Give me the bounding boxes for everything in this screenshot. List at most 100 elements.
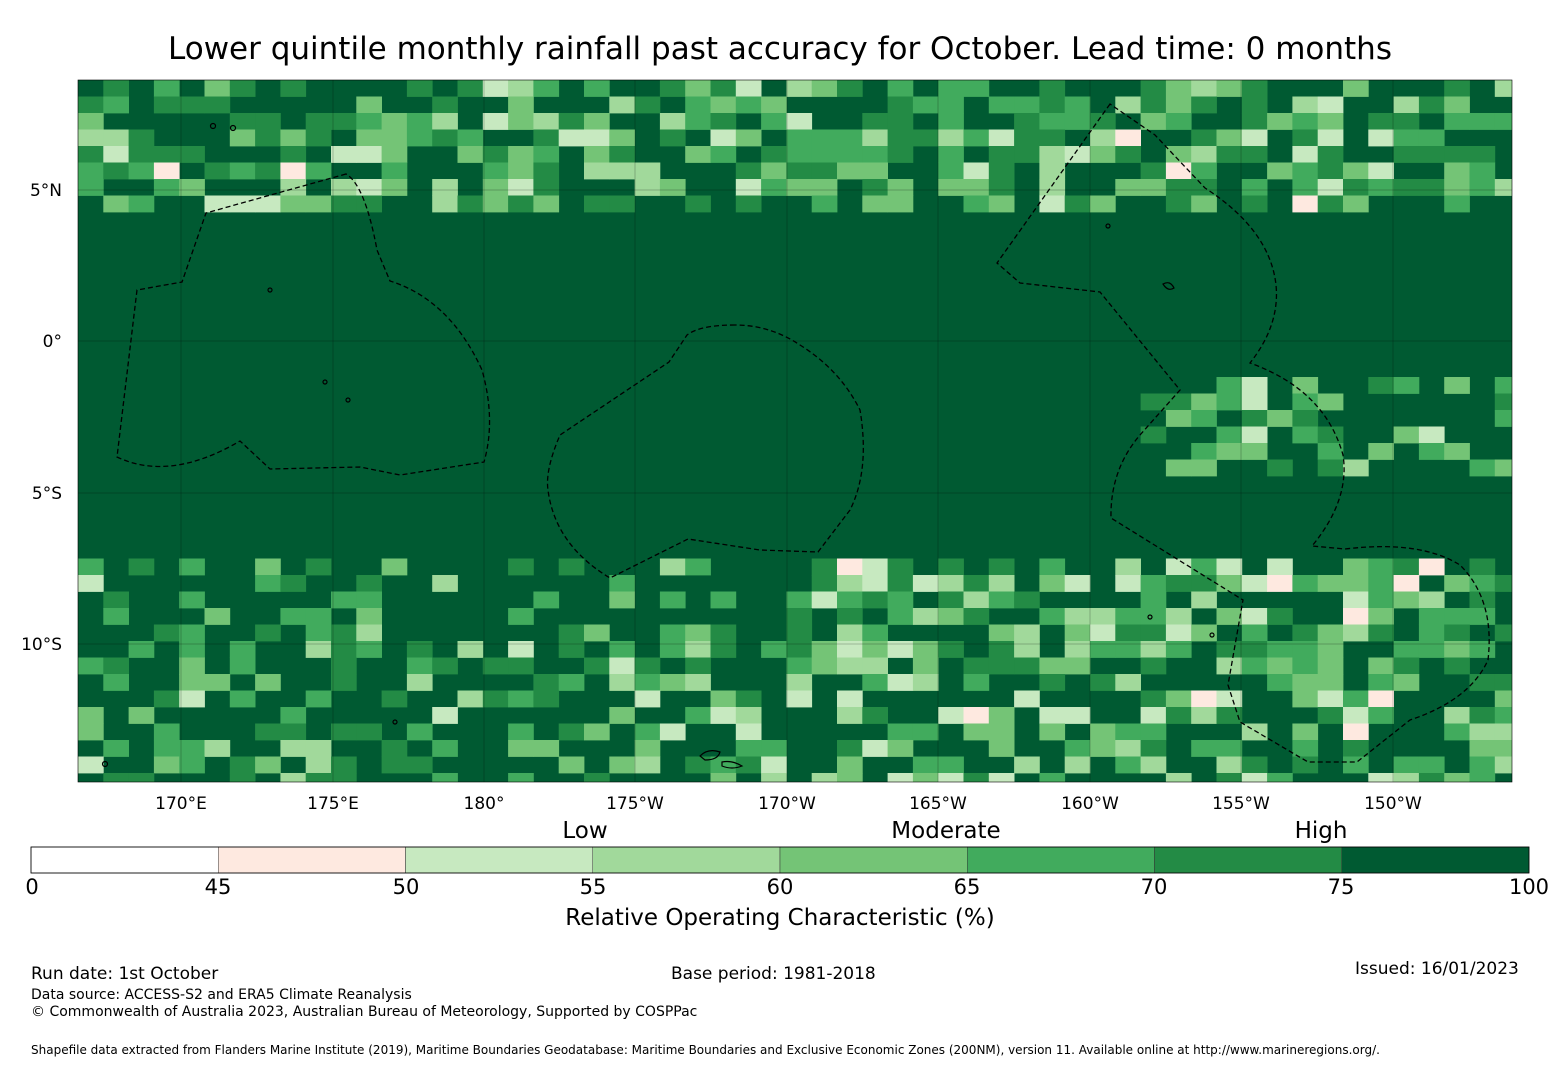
skill-cell bbox=[558, 558, 585, 576]
skill-cell bbox=[179, 146, 205, 163]
skill-cell bbox=[406, 80, 433, 97]
skill-cell bbox=[659, 113, 686, 130]
skill-cell bbox=[786, 624, 813, 642]
island-dot bbox=[229, 124, 237, 132]
colorbar-tick-70: 70 bbox=[1140, 875, 1168, 899]
graticule bbox=[78, 80, 1512, 782]
skill-cell bbox=[1140, 113, 1167, 130]
skill-cell bbox=[1494, 756, 1512, 774]
issued-date: Issued: 16/01/2023 bbox=[1355, 959, 1519, 979]
skill-cell bbox=[457, 195, 484, 213]
skill-cell bbox=[1494, 410, 1512, 427]
skill-cell bbox=[1039, 723, 1066, 741]
skill-cell bbox=[1469, 146, 1496, 163]
skill-cell bbox=[1292, 674, 1319, 691]
skill-cell bbox=[432, 575, 458, 592]
skill-cell bbox=[735, 707, 762, 724]
skill-cell bbox=[1444, 195, 1470, 213]
skill-cell bbox=[280, 608, 307, 625]
skill-cell bbox=[786, 80, 813, 97]
skill-cell bbox=[1343, 575, 1369, 592]
colorbar-segment bbox=[1341, 846, 1530, 874]
skill-cell bbox=[229, 113, 256, 130]
colorbar-segment bbox=[779, 846, 968, 874]
skill-cell bbox=[837, 740, 863, 757]
skill-cell bbox=[634, 690, 661, 708]
skill-cell bbox=[280, 773, 307, 782]
skill-cell bbox=[1191, 591, 1217, 609]
skill-cell bbox=[78, 113, 104, 130]
skill-cell bbox=[280, 146, 307, 163]
skill-cell bbox=[1292, 393, 1319, 411]
island-dot bbox=[209, 122, 217, 130]
skill-cell bbox=[128, 162, 155, 180]
skill-cell bbox=[938, 113, 964, 130]
skill-cell bbox=[1165, 624, 1192, 642]
skill-cell bbox=[963, 723, 990, 741]
skill-cell bbox=[963, 80, 990, 97]
skill-cell bbox=[1165, 80, 1192, 97]
skill-cell bbox=[482, 162, 509, 180]
skill-cell bbox=[1191, 162, 1217, 180]
skill-cell bbox=[761, 113, 787, 130]
skill-cell bbox=[508, 80, 534, 97]
skill-cell bbox=[1140, 162, 1167, 180]
skill-cell bbox=[1039, 146, 1066, 163]
skill-cell bbox=[685, 707, 711, 724]
skill-cell bbox=[1039, 773, 1066, 782]
skill-cell bbox=[1216, 575, 1243, 592]
skill-cell bbox=[1494, 393, 1512, 411]
skill-cell bbox=[331, 756, 357, 774]
skill-cell bbox=[988, 773, 1015, 782]
skill-cell bbox=[1241, 657, 1268, 675]
skill-cell bbox=[229, 657, 256, 675]
skill-cell bbox=[862, 707, 888, 724]
skill-cell bbox=[533, 179, 560, 196]
skill-cell bbox=[1267, 657, 1293, 675]
skill-cell bbox=[179, 558, 205, 576]
skill-cell bbox=[280, 195, 307, 213]
skill-cell bbox=[837, 657, 863, 675]
skill-cell bbox=[103, 96, 129, 114]
skill-cell bbox=[1267, 641, 1293, 658]
skill-cell bbox=[508, 179, 534, 196]
skill-cell bbox=[406, 657, 433, 675]
skill-cell bbox=[508, 740, 534, 757]
skill-cell bbox=[988, 657, 1015, 675]
skill-cell bbox=[1216, 657, 1243, 675]
skill-cell bbox=[1241, 393, 1268, 411]
skill-cell bbox=[153, 690, 180, 708]
skill-cell bbox=[1317, 641, 1344, 658]
skill-cell bbox=[305, 773, 332, 782]
skill-cell bbox=[78, 707, 104, 724]
skill-cell bbox=[1317, 707, 1344, 724]
skill-cell bbox=[1292, 129, 1319, 147]
skill-cell bbox=[305, 608, 332, 625]
skill-cell bbox=[862, 641, 888, 658]
skill-cell bbox=[103, 740, 129, 757]
skill-cell bbox=[508, 641, 534, 658]
skill-cell bbox=[1368, 129, 1394, 147]
skill-cell bbox=[1368, 674, 1394, 691]
skill-cell bbox=[659, 80, 686, 97]
skill-cell bbox=[1165, 162, 1192, 180]
skill-cell bbox=[255, 113, 281, 130]
skill-cell bbox=[1393, 96, 1420, 114]
skill-cell bbox=[1014, 756, 1040, 774]
skill-cell bbox=[1444, 641, 1470, 658]
coastlines bbox=[101, 122, 1215, 769]
skill-cell bbox=[1090, 129, 1116, 147]
skill-cell bbox=[1469, 162, 1496, 180]
skill-cell bbox=[1494, 707, 1512, 724]
skill-cell bbox=[1115, 756, 1141, 774]
skill-cell bbox=[1064, 740, 1091, 757]
map-frame bbox=[77, 79, 1513, 783]
skill-cell bbox=[710, 690, 737, 708]
skill-cell bbox=[988, 129, 1015, 147]
skill-cell bbox=[710, 96, 737, 114]
skill-cell bbox=[1140, 575, 1167, 592]
skill-cell bbox=[1216, 707, 1243, 724]
skill-cell bbox=[533, 674, 560, 691]
skill-cell bbox=[837, 641, 863, 658]
skill-cell bbox=[584, 195, 610, 213]
